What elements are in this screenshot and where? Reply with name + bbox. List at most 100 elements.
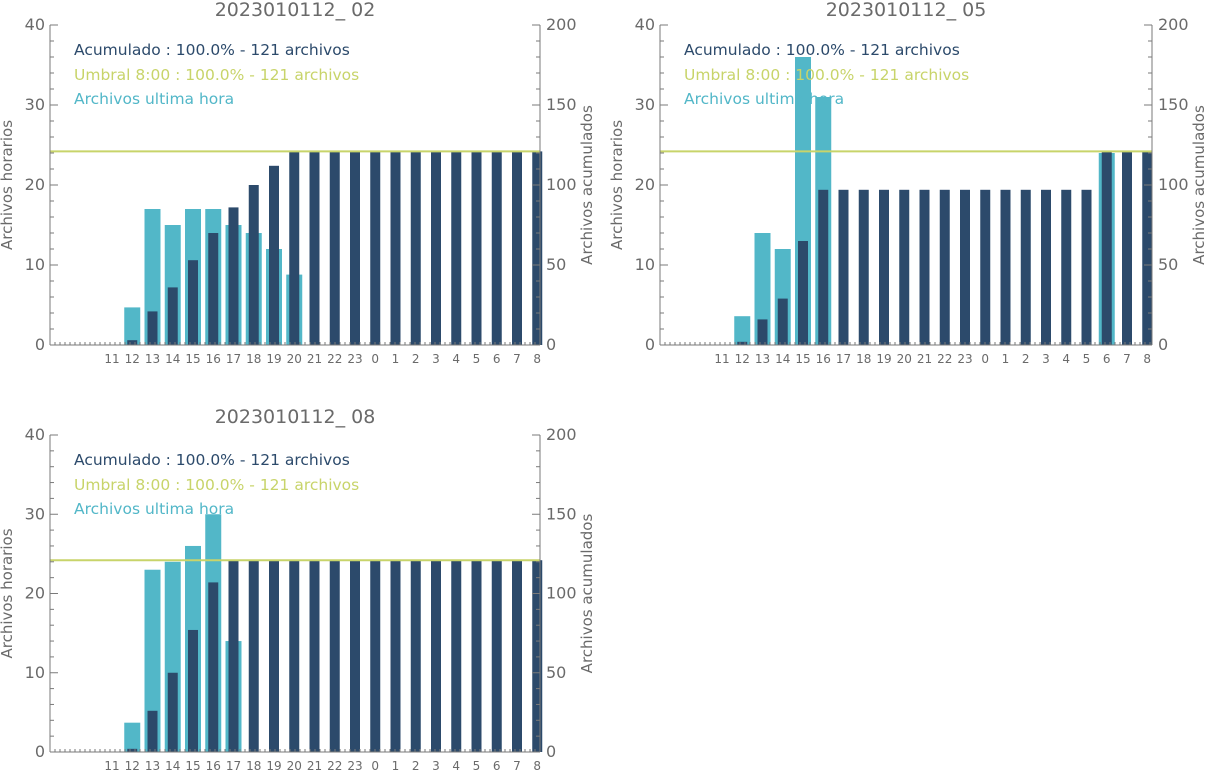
x-tick-label: 5 [473, 352, 481, 366]
x-tick-label: 2 [412, 352, 420, 366]
legend-threshold: Umbral 8:00 : 100.0% - 121 archivos [74, 66, 359, 84]
hourly-bar [144, 209, 161, 345]
cumulative-bar [370, 151, 381, 345]
x-tick-label: 6 [1103, 352, 1111, 366]
cumulative-bar [208, 582, 219, 752]
x-tick-label: 11 [104, 759, 119, 771]
x-tick-label: 1 [392, 352, 400, 366]
x-tick-label: 3 [1042, 352, 1050, 366]
cumulative-bar [471, 151, 482, 345]
left-tick-label: 20 [25, 584, 45, 603]
cumulative-bar [777, 298, 788, 345]
cumulative-bar [818, 189, 829, 345]
cumulative-bar [451, 151, 462, 345]
right-tick-label: 50 [546, 663, 566, 682]
right-tick-label: 0 [546, 335, 556, 354]
cumulative-bar [309, 560, 320, 752]
x-tick-label: 14 [165, 352, 180, 366]
legend-hourly: Archivos ultima hora [74, 500, 234, 518]
legend-threshold: Umbral 8:00 : 100.0% - 121 archivos [74, 476, 359, 494]
x-tick-label: 13 [755, 352, 770, 366]
chart-title: 2023010112_ 05 [826, 0, 987, 21]
x-tick-label: 7 [513, 759, 521, 771]
x-tick-label: 21 [307, 352, 322, 366]
cumulative-bar [491, 560, 502, 752]
x-tick-label: 23 [347, 352, 362, 366]
right-axis-title: Archivos acumulados [578, 514, 596, 674]
x-tick-label: 23 [957, 352, 972, 366]
cumulative-bar [289, 560, 300, 752]
x-tick-label: 17 [226, 759, 241, 771]
cumulative-bar [532, 151, 543, 345]
cumulative-bar [431, 560, 441, 752]
x-tick-label: 14 [775, 352, 790, 366]
cumulative-bar [899, 189, 910, 345]
chart-title: 2023010112_ 08 [215, 406, 376, 428]
x-tick-label: 15 [185, 352, 200, 366]
cumulative-bar [471, 560, 482, 752]
right-tick-label: 150 [546, 504, 577, 523]
cumulative-bar [1081, 189, 1092, 345]
cumulative-bar [228, 207, 239, 345]
cumulative-bar [289, 151, 300, 345]
left-tick-label: 10 [635, 255, 655, 274]
x-tick-label: 3 [432, 759, 440, 771]
legend-hourly: Archivos ultima hora [74, 90, 234, 108]
right-tick-label: 50 [546, 255, 566, 274]
cumulative-bar [370, 560, 381, 752]
cumulative-bar [980, 189, 991, 345]
cumulative-bar [960, 189, 970, 345]
x-tick-label: 4 [1062, 352, 1070, 366]
x-tick-label: 15 [185, 759, 200, 771]
x-tick-label: 15 [795, 352, 810, 366]
right-tick-label: 150 [546, 95, 577, 114]
cumulative-bar [858, 189, 869, 345]
x-tick-label: 22 [937, 352, 952, 366]
left-tick-label: 30 [635, 95, 655, 114]
x-tick-label: 7 [1123, 352, 1131, 366]
hourly-bar [144, 569, 161, 752]
cumulative-bar [1041, 189, 1051, 345]
cumulative-bar [147, 311, 158, 345]
x-tick-label: 11 [104, 352, 119, 366]
cumulative-bar [167, 672, 178, 752]
cumulative-bar [350, 151, 360, 345]
x-tick-label: 16 [206, 759, 221, 771]
x-tick-label: 12 [125, 759, 140, 771]
x-tick-label: 21 [917, 352, 932, 366]
cumulative-bar [532, 560, 543, 752]
cumulative-bar [269, 165, 279, 345]
legend-hourly: Archivos ultima hora [684, 90, 844, 108]
chart-title: 2023010112_ 02 [215, 0, 376, 21]
cumulative-bar [390, 151, 401, 345]
legend-cumulative: Acumulado : 100.0% - 121 archivos [74, 41, 350, 59]
hourly-bar [754, 233, 771, 345]
cumulative-bar [1122, 151, 1132, 345]
right-tick-label: 0 [1158, 335, 1168, 354]
left-tick-label: 0 [35, 335, 45, 354]
cumulative-bar [350, 560, 360, 752]
cumulative-bar [329, 560, 340, 752]
right-tick-label: 100 [546, 175, 577, 194]
x-tick-label: 18 [246, 759, 261, 771]
hourly-bar [734, 316, 751, 345]
cumulative-bar [879, 189, 889, 345]
x-tick-label: 22 [327, 352, 342, 366]
right-tick-label: 0 [546, 742, 556, 761]
x-tick-label: 13 [145, 352, 160, 366]
x-tick-label: 6 [493, 759, 501, 771]
cumulative-bar [512, 560, 522, 752]
right-tick-label: 200 [546, 425, 577, 444]
cumulative-bar [167, 287, 178, 345]
cumulative-bar [147, 710, 158, 752]
cumulative-bar [919, 189, 930, 345]
cumulative-bar [188, 260, 198, 345]
x-tick-label: 12 [735, 352, 750, 366]
legend-threshold: Umbral 8:00 : 100.0% - 121 archivos [684, 66, 969, 84]
right-tick-label: 100 [1158, 175, 1189, 194]
cumulative-bar [208, 233, 219, 345]
x-tick-label: 20 [287, 759, 302, 771]
left-tick-label: 10 [25, 255, 45, 274]
x-tick-label: 2 [412, 759, 420, 771]
